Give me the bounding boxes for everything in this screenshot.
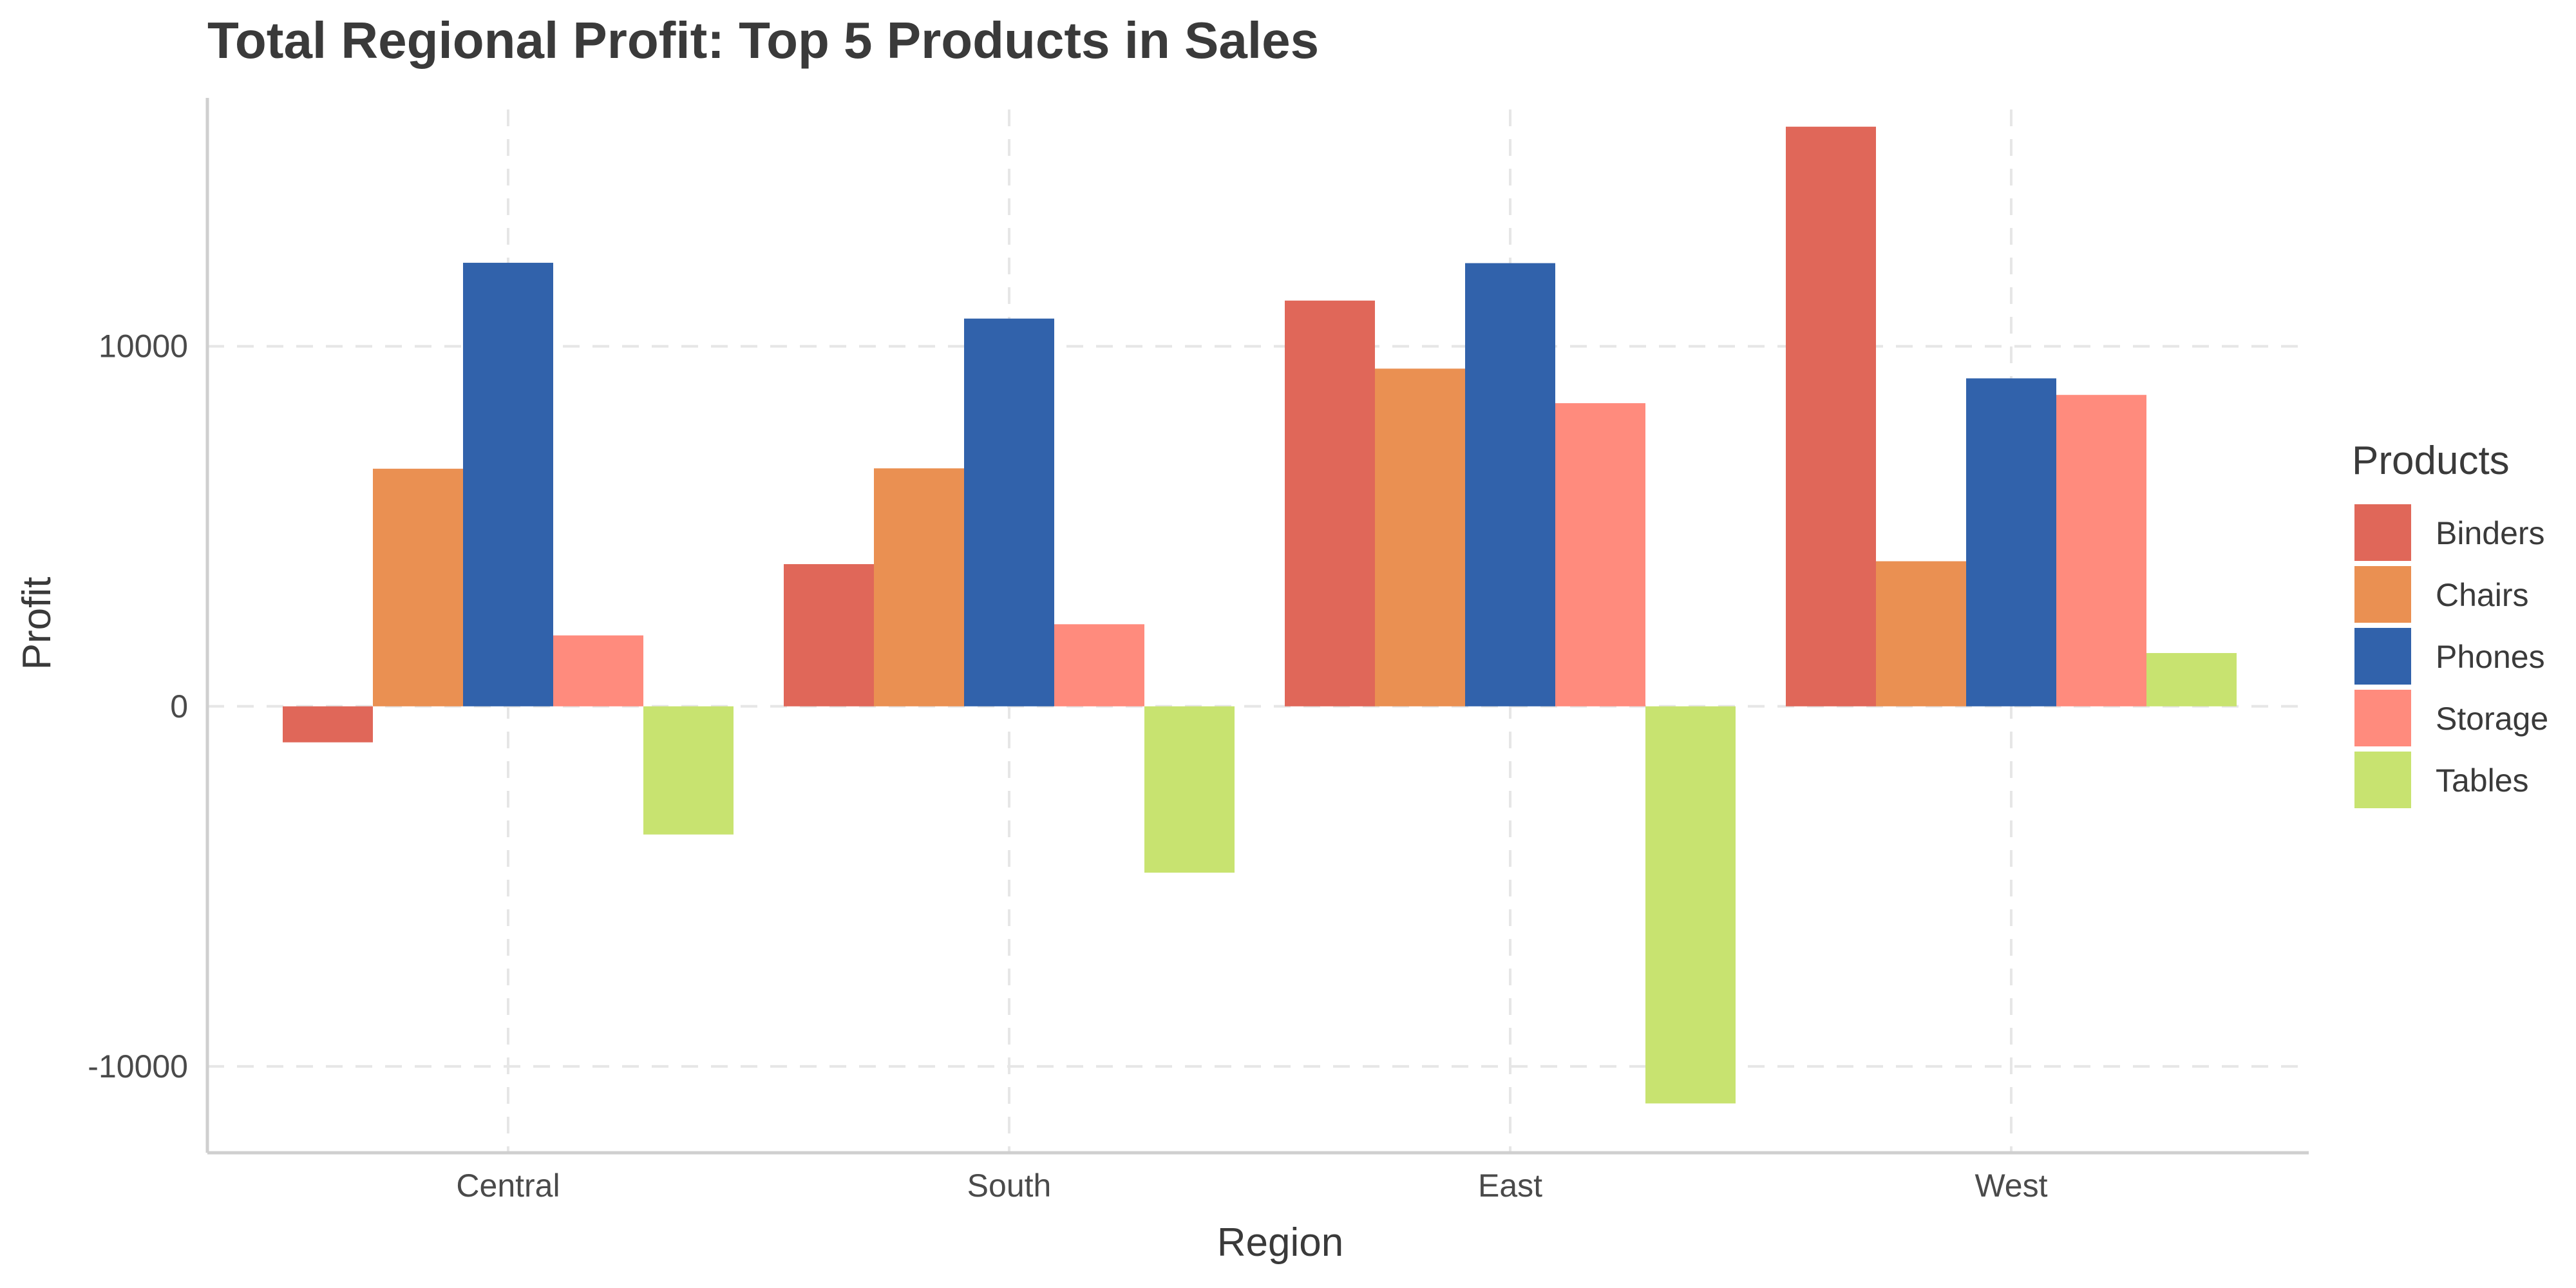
x-tick-label: West [1975,1168,2048,1204]
legend-label-storage: Storage [2436,701,2548,737]
bar-phones-east [1465,263,1555,706]
bar-binders-south [784,564,874,706]
legend-label-tables: Tables [2436,762,2529,799]
legend-swatch-tables [2354,752,2411,808]
bar-storage-south [1054,624,1144,706]
x-axis-title: Region [1217,1220,1343,1265]
x-tick-label: South [967,1168,1052,1204]
bar-chairs-west [1876,561,1966,706]
bar-storage-central [553,635,643,706]
legend-items: Binders Chairs Phones Storage Tables [2354,504,2548,808]
bar-binders-west [1786,126,1876,706]
bar-phones-south [964,318,1054,706]
y-tick-label: 0 [170,688,188,724]
bar-binders-east [1285,300,1375,706]
legend-swatch-phones [2354,628,2411,685]
bar-phones-west [1966,378,2056,706]
y-axis-title: Profit [15,577,59,670]
x-axis-ticks: Central South East West [456,1168,2047,1204]
bar-phones-central [463,263,553,706]
x-tick-label: East [1478,1168,1542,1204]
y-axis-ticks: -10000 0 10000 [88,328,188,1084]
bar-storage-west [2056,395,2146,706]
bar-tables-east [1645,706,1736,1104]
bar-chairs-central [373,468,463,706]
legend-swatch-binders [2354,504,2411,561]
legend-label-chairs: Chairs [2436,577,2528,613]
legend-swatch-chairs [2354,566,2411,623]
bars [283,126,2237,1104]
x-tick-label: Central [456,1168,560,1204]
bar-binders-central [283,706,373,743]
bar-chairs-east [1375,368,1465,706]
bar-storage-east [1555,403,1645,706]
legend-swatch-storage [2354,690,2411,746]
axes [205,98,2309,1155]
bar-tables-west [2146,653,2237,706]
legend-label-phones: Phones [2436,639,2545,675]
legend: Products Binders Chairs Phones Storage Table… [2352,439,2548,808]
chart-title: Total Regional Profit: Top 5 Products in… [207,12,1319,69]
legend-title: Products [2352,439,2510,483]
bar-tables-central [643,706,734,835]
y-tick-label: 10000 [99,328,188,365]
bar-tables-south [1144,706,1235,873]
y-tick-label: -10000 [88,1048,188,1084]
legend-label-binders: Binders [2436,515,2545,551]
bar-chairs-south [874,468,964,706]
